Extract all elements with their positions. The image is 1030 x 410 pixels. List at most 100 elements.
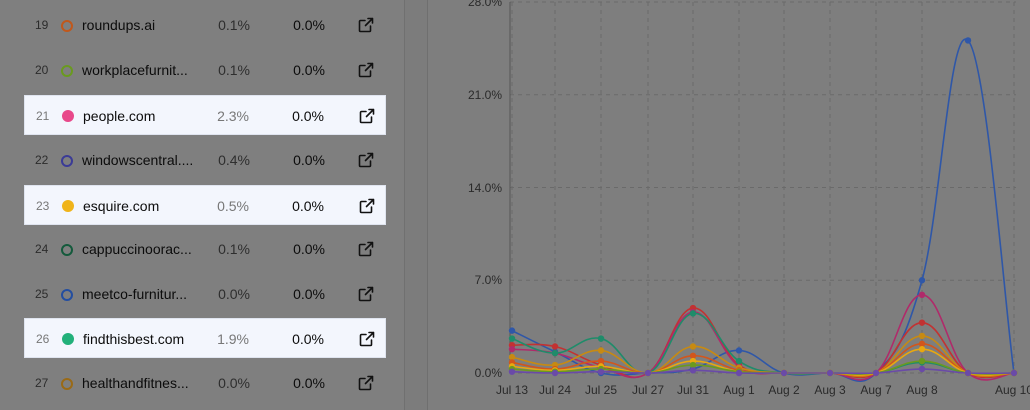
data-point[interactable]	[508, 368, 516, 375]
data-point[interactable]	[918, 319, 926, 326]
table-row[interactable]: 22 windowscentral.... 0.4% 0.0%	[24, 140, 386, 180]
x-tick-label: Jul 27	[631, 383, 665, 397]
series-color-dot[interactable]	[61, 377, 73, 390]
data-point[interactable]	[689, 367, 697, 374]
data-point[interactable]	[918, 345, 926, 353]
table-row[interactable]: 26 findthisbest.com 1.9% 0.0%	[24, 318, 386, 358]
x-tick-label: Jul 31	[676, 383, 710, 397]
data-point[interactable]	[964, 369, 972, 377]
data-point[interactable]	[597, 335, 605, 342]
data-point[interactable]	[551, 343, 559, 350]
data-point[interactable]	[826, 369, 834, 377]
external-link-icon[interactable]	[358, 241, 374, 257]
y-tick-label: 0.0%	[474, 366, 502, 380]
row-rank: 24	[35, 242, 49, 256]
change-value: 0.0%	[292, 108, 324, 124]
series-color-dot[interactable]	[61, 64, 73, 77]
row-rank: 22	[35, 153, 49, 167]
data-point[interactable]	[597, 357, 605, 365]
data-point[interactable]	[689, 352, 697, 359]
data-point[interactable]	[551, 349, 559, 357]
row-rank: 23	[36, 199, 50, 213]
domain-name: esquire.com	[83, 198, 160, 214]
domains-table: 19 roundups.ai 0.1% 0.0% 20 workplacefurnit..…	[0, 0, 404, 410]
series-color-dot[interactable]	[62, 200, 74, 212]
data-point[interactable]	[918, 340, 926, 348]
data-point[interactable]	[780, 369, 788, 377]
external-link-icon[interactable]	[358, 17, 374, 33]
data-point[interactable]	[735, 347, 743, 354]
change-value: 0.0%	[292, 198, 324, 214]
external-link-icon[interactable]	[359, 331, 375, 347]
external-link-icon[interactable]	[358, 286, 374, 302]
data-point[interactable]	[597, 368, 605, 375]
table-row[interactable]: 25 meetco-furnitur... 0.0% 0.0%	[24, 274, 386, 314]
data-point[interactable]	[918, 277, 926, 284]
series-color-dot[interactable]	[61, 288, 73, 301]
share-value: 0.0%	[218, 286, 250, 302]
chart-border	[427, 0, 428, 410]
series-color-dot[interactable]	[62, 333, 74, 345]
data-point[interactable]	[597, 347, 605, 354]
series-color-dot[interactable]	[61, 154, 73, 167]
row-rank: 25	[35, 287, 49, 301]
data-point[interactable]	[508, 345, 516, 353]
data-point[interactable]	[508, 327, 516, 334]
row-rank: 27	[35, 376, 49, 390]
panel-divider	[404, 0, 405, 410]
change-value: 0.0%	[293, 375, 325, 391]
external-link-icon[interactable]	[358, 152, 374, 168]
data-point[interactable]	[918, 357, 926, 365]
share-value: 0.4%	[218, 152, 250, 168]
x-tick-label: Aug 3	[814, 383, 846, 397]
x-tick-label: Aug 10	[994, 383, 1030, 397]
table-row[interactable]: 21 people.com 2.3% 0.0%	[24, 95, 386, 135]
change-value: 0.0%	[293, 17, 325, 33]
data-point[interactable]	[508, 353, 516, 361]
change-value: 0.0%	[293, 152, 325, 168]
data-point[interactable]	[1010, 369, 1018, 377]
y-tick-label: 7.0%	[474, 273, 502, 288]
series-color-dot[interactable]	[62, 110, 74, 122]
x-tick-label: Aug 1	[723, 383, 755, 397]
domain-name: cappuccinoorac...	[82, 241, 192, 257]
data-point[interactable]	[735, 369, 743, 377]
external-link-icon[interactable]	[359, 198, 375, 214]
table-row[interactable]: 20 workplacefurnit... 0.1% 0.0%	[24, 50, 386, 90]
share-value: 0.5%	[217, 198, 249, 214]
data-point[interactable]	[872, 369, 880, 377]
x-tick-label: Jul 25	[584, 383, 618, 397]
data-point[interactable]	[964, 37, 972, 44]
external-link-icon[interactable]	[358, 375, 374, 391]
series-color-dot[interactable]	[61, 243, 73, 256]
x-tick-label: Aug 8	[906, 383, 938, 397]
share-value: 1.9%	[217, 331, 249, 347]
table-row[interactable]: 19 roundups.ai 0.1% 0.0%	[24, 5, 386, 45]
x-tick-label: Aug 2	[768, 383, 800, 397]
row-rank: 19	[35, 18, 49, 32]
data-point[interactable]	[918, 332, 926, 340]
table-row[interactable]: 24 cappuccinoorac... 0.1% 0.0%	[24, 229, 386, 269]
external-link-icon[interactable]	[359, 108, 375, 124]
data-point[interactable]	[918, 365, 926, 373]
table-row[interactable]: 27 healthandfitnes... 0.0% 0.0%	[24, 363, 386, 403]
data-point[interactable]	[689, 361, 697, 369]
share-value: 0.1%	[218, 17, 250, 33]
external-link-icon[interactable]	[358, 62, 374, 78]
data-point[interactable]	[644, 369, 652, 377]
data-point[interactable]	[508, 335, 516, 342]
data-point[interactable]	[918, 291, 926, 299]
share-value: 2.3%	[217, 108, 249, 124]
panel-gutter	[405, 0, 427, 410]
table-row[interactable]: 23 esquire.com 0.5% 0.0%	[24, 185, 386, 225]
series-color-dot[interactable]	[61, 19, 73, 32]
share-value: 0.1%	[218, 62, 250, 78]
data-point[interactable]	[689, 310, 697, 317]
domain-name: healthandfitnes...	[82, 375, 189, 391]
data-point[interactable]	[735, 357, 743, 365]
data-point[interactable]	[689, 343, 697, 350]
change-value: 0.0%	[293, 62, 325, 78]
domain-name: people.com	[83, 108, 156, 124]
y-tick-label: 14.0%	[467, 180, 502, 195]
data-point[interactable]	[551, 369, 559, 377]
